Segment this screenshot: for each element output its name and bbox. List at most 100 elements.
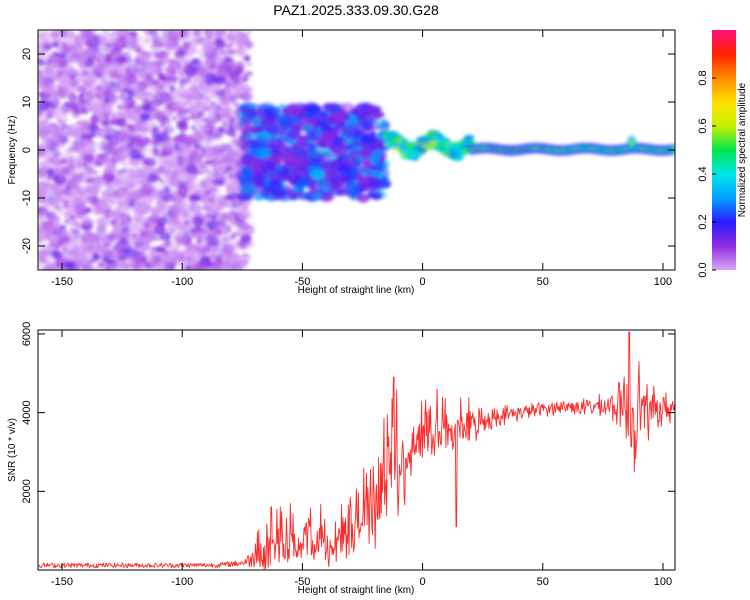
transition-cell <box>315 179 329 189</box>
noise-cell <box>194 133 204 143</box>
noise-cell <box>131 104 142 113</box>
noise-cell <box>149 44 154 49</box>
noise-cell <box>175 99 188 109</box>
noise-cell <box>127 41 137 50</box>
noise-cell <box>163 104 169 110</box>
noise-cell <box>138 53 145 60</box>
noise-cell <box>77 103 84 110</box>
noise-cell <box>38 121 48 132</box>
noise-cell <box>123 99 130 107</box>
noise-cell <box>105 249 115 256</box>
noise-cell <box>124 235 135 244</box>
noise-cell <box>159 146 165 150</box>
transition-cell <box>266 122 280 132</box>
noise-cell <box>183 229 197 240</box>
noise-cell <box>39 220 51 228</box>
line-burst <box>628 138 635 147</box>
noise-cell <box>63 101 74 107</box>
noise-cell <box>192 216 204 227</box>
onset-cell <box>417 148 428 153</box>
noise-cell <box>210 101 216 107</box>
noise-cell <box>199 60 207 65</box>
transition-cell <box>293 161 305 170</box>
noise-cell <box>73 53 83 61</box>
x-tick-label: 50 <box>537 276 549 288</box>
noise-cell <box>85 69 97 82</box>
noise-cell <box>56 141 64 149</box>
transition-cell <box>361 182 370 189</box>
noise-cell <box>58 209 69 216</box>
noise-cell <box>107 59 114 65</box>
noise-cell <box>198 66 209 78</box>
noise-cell <box>50 51 58 57</box>
noise-cell <box>186 176 195 185</box>
noise-cell <box>225 183 237 195</box>
noise-cell <box>60 112 68 118</box>
noise-cell <box>133 203 141 209</box>
noise-cell <box>117 117 127 128</box>
transition-cell <box>305 103 321 114</box>
noise-cell <box>144 263 154 270</box>
noise-cell <box>54 204 63 210</box>
noise-cell <box>114 30 120 34</box>
noise-cell <box>69 226 76 231</box>
transition-cell <box>272 185 289 198</box>
noise-cell <box>229 71 242 83</box>
noise-cell <box>62 205 67 208</box>
noise-cell <box>119 69 125 74</box>
x-tick-label: -50 <box>294 576 310 588</box>
noise-cell <box>102 255 109 260</box>
onset-cell <box>454 142 462 148</box>
transition-cell <box>269 178 281 187</box>
noise-cell <box>156 36 163 42</box>
y-tick-label: 6000 <box>21 322 33 346</box>
noise-cell <box>82 225 90 230</box>
transition-cell <box>362 124 371 131</box>
noise-cell <box>143 156 156 167</box>
noise-cell <box>178 72 185 79</box>
colorbar-tick-label: 0.4 <box>697 166 709 181</box>
noise-cell <box>90 177 96 182</box>
noise-cell <box>56 155 61 158</box>
noise-cell <box>206 189 211 194</box>
noise-cell <box>46 137 57 149</box>
noise-cell <box>144 193 158 202</box>
noise-cell <box>110 111 119 120</box>
noise-cell <box>123 51 131 59</box>
noise-cell <box>121 31 127 37</box>
noise-cell <box>230 131 236 137</box>
transition-cell <box>280 146 296 157</box>
noise-cell <box>148 84 156 92</box>
noise-cell <box>167 128 173 133</box>
noise-cell <box>235 259 248 269</box>
noise-cell <box>225 58 231 62</box>
figure-title: PAZ1.2025.333.09.30.G28 <box>273 2 439 18</box>
noise-cell <box>55 168 63 175</box>
noise-cell <box>176 221 188 231</box>
noise-cell <box>150 49 159 56</box>
noise-cell <box>201 182 207 188</box>
noise-cell <box>242 92 254 101</box>
transition-cell <box>361 165 371 173</box>
noise-cell <box>59 118 67 124</box>
transition-cell <box>379 118 388 124</box>
noise-cell <box>146 62 160 75</box>
noise-cell <box>159 232 171 241</box>
noise-cell <box>120 161 130 168</box>
onset-cell <box>427 129 439 137</box>
transition-cell <box>315 118 329 127</box>
onset-cell <box>410 151 422 157</box>
transition-cell <box>304 106 312 112</box>
noise-cell <box>132 255 146 264</box>
transition-cell <box>378 165 389 173</box>
noise-cell <box>44 90 51 94</box>
x-tick-label: -100 <box>171 576 193 588</box>
noise-cell <box>176 173 184 178</box>
noise-cell <box>226 44 231 49</box>
transition-cell <box>367 176 383 188</box>
noise-cell <box>96 63 106 70</box>
noise-cell <box>141 54 152 62</box>
transition-cell <box>264 113 276 123</box>
onset-cell <box>398 144 408 150</box>
noise-cell <box>197 244 211 254</box>
